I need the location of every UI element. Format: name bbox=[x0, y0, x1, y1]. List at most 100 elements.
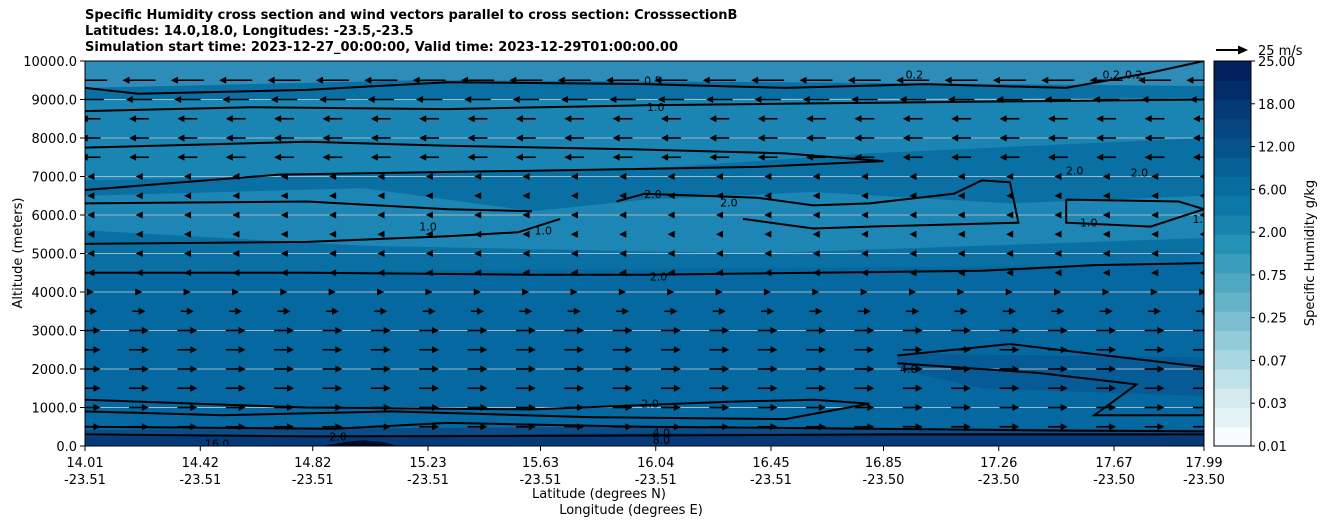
wind-vector-head bbox=[425, 192, 433, 200]
wind-vector-head bbox=[770, 384, 778, 392]
wind-vector-head bbox=[654, 76, 662, 84]
wind-vector-head bbox=[867, 404, 875, 411]
wind-vector-head bbox=[1206, 423, 1213, 430]
wind-vector-head bbox=[286, 327, 294, 334]
wind-vector-head bbox=[1109, 365, 1117, 373]
wind-vector-head bbox=[383, 423, 391, 431]
contour-label: 2.0 bbox=[641, 398, 659, 411]
wind-vector-head bbox=[570, 288, 578, 296]
band-upper-dry bbox=[85, 61, 1204, 88]
wind-vector-head bbox=[1192, 153, 1200, 161]
wind-vector-head bbox=[1006, 211, 1014, 219]
wind-vector-head bbox=[818, 404, 826, 411]
wind-vector-head bbox=[1105, 307, 1113, 315]
colorbar-segment bbox=[1214, 272, 1251, 293]
wind-vector-head bbox=[1192, 134, 1200, 142]
wind-vector-head bbox=[818, 346, 826, 354]
wind-vector-head bbox=[87, 230, 95, 238]
wind-vector-head bbox=[661, 153, 669, 161]
wind-vector-head bbox=[93, 346, 101, 354]
wind-vector-head bbox=[909, 192, 917, 200]
wind-vector-head bbox=[902, 153, 910, 161]
wind-vector-head bbox=[812, 288, 820, 296]
wind-vector-head bbox=[915, 384, 923, 392]
wind-vector-head bbox=[1047, 115, 1055, 123]
x-tick-label-lon: -23.51 bbox=[292, 473, 334, 488]
wind-vector-head bbox=[238, 423, 246, 431]
wind-vector-head bbox=[764, 211, 772, 219]
wind-vector-head bbox=[432, 365, 440, 373]
wind-vector-head bbox=[618, 288, 626, 296]
chart-title-line-3: Simulation start time: 2023-12-27_00:00:… bbox=[85, 40, 678, 55]
x-tick-label-lat: 14.42 bbox=[182, 456, 219, 471]
wind-vector-head bbox=[1199, 232, 1204, 237]
band-mid-dry bbox=[85, 97, 1204, 181]
wind-vector-head bbox=[280, 269, 288, 277]
x-tick-label-lat: 16.04 bbox=[637, 456, 674, 471]
wind-vector-head bbox=[85, 115, 88, 123]
wind-vector-head bbox=[432, 404, 440, 411]
wind-vector-head bbox=[806, 115, 814, 123]
wind-vector-head bbox=[129, 153, 137, 161]
wind-vector-head bbox=[1206, 366, 1213, 373]
y-tick-label: 1000.0 bbox=[32, 402, 78, 417]
wind-vector-head bbox=[1096, 153, 1104, 161]
wind-vector-head bbox=[280, 250, 288, 257]
colorbar-segment bbox=[1214, 349, 1251, 370]
wind-vector-head bbox=[270, 96, 278, 103]
wind-vector-head bbox=[570, 250, 578, 257]
wind-vector-head bbox=[754, 96, 762, 103]
wind-vector-head bbox=[673, 327, 681, 334]
wind-vector-head bbox=[861, 192, 869, 200]
x-tick-label-lat: 14.82 bbox=[294, 456, 331, 471]
x-tick-label-lat: 17.99 bbox=[1185, 456, 1222, 471]
wind-vector-head bbox=[818, 423, 826, 431]
plot-area: 0.2 0.2 0.2 0.5 1.0 2.0 2.0 2.0 2.0 1.0 1.0 1.0 1.0 2… bbox=[74, 61, 1213, 446]
x-tick-label-lat: 17.67 bbox=[1095, 456, 1132, 471]
wind-vector-head bbox=[770, 423, 778, 431]
wind-vector-head bbox=[667, 269, 675, 277]
wind-vector-head bbox=[190, 384, 198, 392]
wind-vector-head bbox=[238, 346, 246, 354]
wind-vector-head bbox=[1054, 192, 1062, 200]
wind-vector-head bbox=[619, 250, 627, 257]
colorbar-segment bbox=[1214, 426, 1251, 447]
wind-vector-head bbox=[1151, 211, 1159, 219]
wind-vector-head bbox=[806, 153, 814, 161]
x-tick-label-lon: -23.51 bbox=[64, 473, 106, 488]
wind-vector-head bbox=[141, 423, 149, 431]
wind-vector-head bbox=[1157, 346, 1165, 354]
wind-vector-head bbox=[522, 250, 530, 257]
wind-vector-head bbox=[74, 77, 81, 84]
wind-vector-head bbox=[1102, 192, 1110, 200]
contour-2.0-lower bbox=[85, 262, 1204, 276]
wind-vector-head bbox=[315, 76, 323, 84]
wind-vector-head bbox=[1151, 173, 1159, 180]
wind-vector-head bbox=[412, 76, 420, 84]
colorbar-tick-label: 0.03 bbox=[1258, 397, 1287, 412]
wind-vector-head bbox=[141, 384, 149, 392]
wind-vector-head bbox=[1012, 384, 1020, 392]
wind-vector-head bbox=[861, 173, 869, 180]
wind-vector-head bbox=[867, 346, 875, 354]
wind-vector-head bbox=[806, 134, 814, 142]
wind-vector-head bbox=[528, 346, 536, 354]
wind-vector-head bbox=[770, 327, 778, 334]
wind-vector-head bbox=[335, 327, 343, 334]
wind-vector-head bbox=[1041, 76, 1049, 84]
wind-vector-head bbox=[522, 192, 530, 200]
wind-vector-head bbox=[718, 307, 726, 315]
wind-vector-head bbox=[764, 250, 772, 257]
wind-vector-head bbox=[329, 211, 337, 219]
wind-vector-head bbox=[93, 327, 101, 334]
wind-vector-head bbox=[1109, 404, 1117, 411]
wind-vector-head bbox=[957, 269, 965, 277]
wind-vector-head bbox=[999, 115, 1007, 123]
wind-vector-head bbox=[522, 269, 530, 277]
wind-vector-head bbox=[1102, 173, 1110, 180]
wind-vector-head bbox=[625, 365, 633, 373]
wind-vector-head bbox=[1006, 192, 1014, 200]
wind-vector-head bbox=[135, 192, 143, 200]
wind-vector-head bbox=[1102, 230, 1110, 238]
wind-vector-head bbox=[1006, 230, 1014, 238]
